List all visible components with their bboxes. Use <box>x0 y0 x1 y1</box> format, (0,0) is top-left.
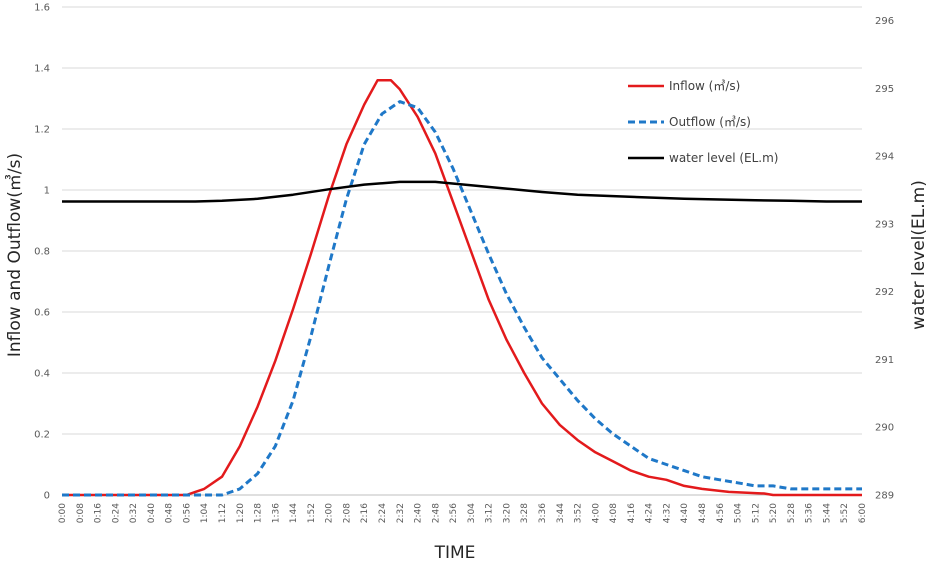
x-tick-label: 0:08 <box>76 503 86 523</box>
x-axis-title: TIME <box>434 543 476 563</box>
x-tick-label: 2:56 <box>449 503 459 523</box>
x-tick-label: 2:32 <box>396 503 406 523</box>
x-tick-label: 4:40 <box>680 503 690 523</box>
x-axis-ticks: 0:00 0:08 0:16 0:24 0:32 0:40 0:48 0:56 1:04 1:12… <box>58 503 868 523</box>
y2-axis-ticks: 289 290 291 292 293 294 295 296 <box>875 16 894 501</box>
y-tick-label: 0.4 <box>34 369 50 380</box>
x-tick-label: 4:00 <box>591 503 601 523</box>
x-tick-label: 5:52 <box>840 503 850 523</box>
x-tick-label: 4:56 <box>716 503 726 523</box>
legend-label-2: Outflow (㎥/s) <box>669 115 751 129</box>
x-tick-label: 0:48 <box>165 503 175 523</box>
x-tick-label: 3:28 <box>520 503 530 523</box>
x-tick-label: 5:04 <box>734 503 744 523</box>
x-tick-label: 0:56 <box>182 503 192 523</box>
y-axis-title: Inflow and Outflow(㎥/s) <box>5 153 25 357</box>
x-tick-label: 5:20 <box>769 503 779 523</box>
y-tick-label: 1.6 <box>34 3 50 14</box>
x-tick-label: 0:00 <box>58 503 68 523</box>
x-tick-label: 3:36 <box>538 503 548 523</box>
y-tick-label: 0 <box>44 491 50 502</box>
y2-tick-label: 296 <box>875 16 894 27</box>
x-tick-label: 2:16 <box>360 503 370 523</box>
x-tick-label: 0:24 <box>111 503 121 523</box>
y2-tick-label: 292 <box>875 287 894 298</box>
x-tick-label: 3:04 <box>467 503 477 523</box>
y-tick-label: 1 <box>44 186 50 197</box>
y2-tick-label: 295 <box>875 84 894 95</box>
x-tick-label: 3:44 <box>556 503 566 523</box>
x-tick-label: 4:08 <box>609 503 619 523</box>
x-tick-label: 4:32 <box>662 503 672 523</box>
legend-label-3: water level (EL.m) <box>669 151 779 165</box>
y2-tick-label: 290 <box>875 423 894 434</box>
y2-tick-label: 293 <box>875 219 894 230</box>
series-line-3 <box>62 180 862 203</box>
x-tick-label: 2:08 <box>342 503 352 523</box>
x-tick-label: 1:04 <box>200 503 210 523</box>
y2-tick-label: 294 <box>875 152 894 163</box>
y2-axis-title: water level(EL.m) <box>909 180 929 330</box>
y-tick-label: 0.2 <box>34 430 50 441</box>
series-line-2 <box>62 100 862 497</box>
x-tick-label: 5:12 <box>751 503 761 523</box>
y2-tick-label: 291 <box>875 355 894 366</box>
x-tick-label: 0:16 <box>94 503 104 523</box>
x-tick-label: 0:40 <box>147 503 157 523</box>
x-tick-label: 1:52 <box>307 503 317 523</box>
x-tick-label: 3:20 <box>502 503 512 523</box>
x-tick-label: 1:36 <box>271 503 281 523</box>
x-tick-label: 3:12 <box>485 503 495 523</box>
legend-label-1: Inflow (㎥/s) <box>669 79 740 93</box>
x-tick-label: 1:12 <box>218 503 228 523</box>
x-tick-label: 1:44 <box>289 503 299 523</box>
x-tick-label: 2:00 <box>325 503 335 523</box>
x-tick-label: 3:52 <box>574 503 584 523</box>
gridlines <box>62 6 862 496</box>
x-tick-label: 5:28 <box>787 503 797 523</box>
x-tick-label: 5:44 <box>822 503 832 523</box>
x-tick-label: 2:48 <box>431 503 441 523</box>
legend: Inflow (㎥/s) Outflow (㎥/s) water level (EL… <box>628 79 779 165</box>
x-tick-label: 0:32 <box>129 503 139 523</box>
y-tick-label: 1.4 <box>34 64 50 75</box>
y2-tick-label: 289 <box>875 491 894 502</box>
series-line-1 <box>62 78 862 497</box>
x-tick-label: 1:20 <box>236 503 246 523</box>
x-tick-label: 2:24 <box>378 503 388 523</box>
x-tick-label: 2:40 <box>414 503 424 523</box>
x-tick-label: 4:16 <box>627 503 637 523</box>
y-axis-ticks: 0 0.2 0.4 0.6 0.8 1 1.2 1.4 1.6 <box>34 3 50 502</box>
x-tick-label: 1:28 <box>254 503 264 523</box>
x-tick-label: 5:36 <box>805 503 815 523</box>
y-tick-label: 1.2 <box>34 125 50 136</box>
x-tick-label: 4:24 <box>645 503 655 523</box>
y-tick-label: 0.6 <box>34 308 50 319</box>
x-tick-label: 4:48 <box>698 503 708 523</box>
y-tick-label: 0.8 <box>34 247 50 258</box>
x-tick-label: 6:00 <box>858 503 868 523</box>
series-lines <box>62 78 862 497</box>
